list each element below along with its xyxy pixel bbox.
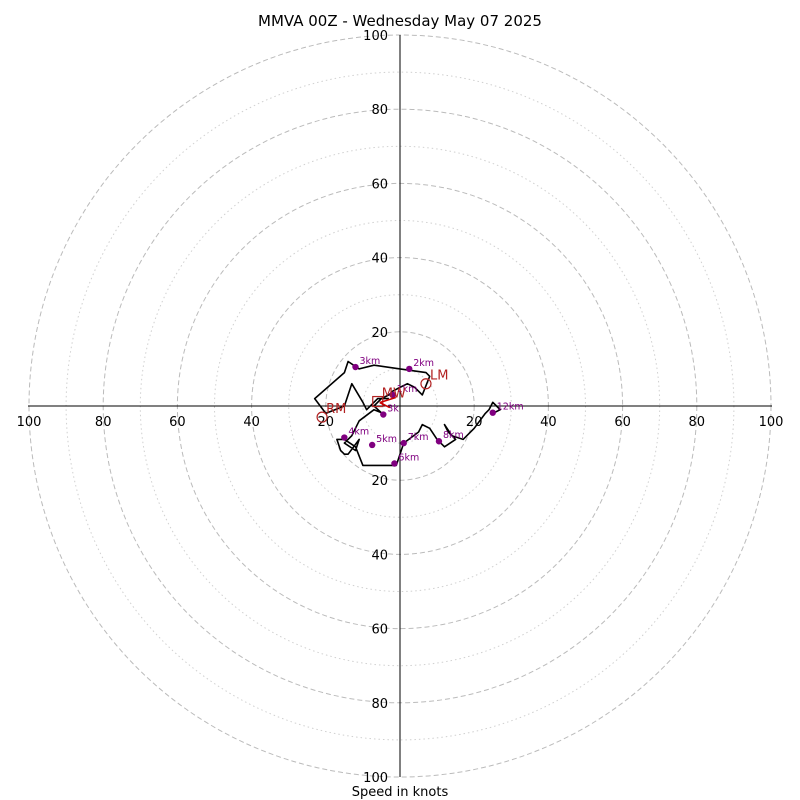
height-marker-point <box>435 438 443 445</box>
tick-label: 20 <box>466 415 483 430</box>
tick-label: 80 <box>689 415 706 430</box>
height-marker-label: 5km <box>376 434 397 445</box>
tick-label: 20 <box>318 415 335 430</box>
storm-motion-label: LM <box>430 369 448 384</box>
tick-label: 40 <box>371 548 388 563</box>
tick-label: 60 <box>371 623 388 638</box>
storm-motion-circle-marker <box>420 378 432 390</box>
tick-label: 40 <box>540 415 557 430</box>
tick-label: 100 <box>759 415 784 430</box>
mean-wind-arrow <box>379 396 396 404</box>
height-marker-point <box>341 434 348 441</box>
tick-label: 60 <box>614 415 631 430</box>
height-marker-label: 7km <box>408 432 429 443</box>
height-marker-label: 8km <box>443 430 464 441</box>
height-marker-label: 6km <box>398 453 419 464</box>
height-marker-label: 3k <box>387 404 399 415</box>
height-marker-point <box>389 391 396 399</box>
chart-title: MMVA 00Z - Wednesday May 07 2025 <box>258 12 542 30</box>
tick-label: 100 <box>17 415 42 430</box>
tick-label: 60 <box>371 177 388 192</box>
mean-wind-arrow <box>379 401 391 409</box>
height-marker-point <box>400 439 407 447</box>
tick-label: 100 <box>363 771 388 786</box>
height-marker-point <box>406 365 413 373</box>
height-marker-point <box>368 441 376 449</box>
tick-label: 40 <box>371 252 388 267</box>
tick-label: 40 <box>243 415 260 430</box>
height-marker-point <box>352 363 359 371</box>
x-axis-label: Speed in knots <box>352 785 449 800</box>
storm-motion-markers: MW LM RM <box>316 369 448 423</box>
axes <box>28 35 772 777</box>
height-marker-label: 3km <box>359 356 380 367</box>
tick-label: 100 <box>363 29 388 44</box>
tick-label: 80 <box>95 415 112 430</box>
storm-motion-label: MW <box>382 387 406 402</box>
tick-label: 80 <box>371 697 388 712</box>
tick-labels: 100 80 60 40 20 20 40 60 80 100 100 80 60 40 20 20 40 60 8… <box>17 29 784 786</box>
tick-label: 20 <box>371 326 388 341</box>
height-marker-label: 1km <box>397 384 418 395</box>
height-marker-point <box>391 460 398 467</box>
storm-motion-label: RM <box>326 402 346 417</box>
height-marker-label: 2km <box>413 358 434 369</box>
height-marker-label: 12km <box>497 402 524 413</box>
tick-label: 60 <box>169 415 186 430</box>
tick-label: 80 <box>371 103 388 118</box>
height-marker-label: 4km <box>348 427 369 438</box>
height-marker-point <box>380 411 387 418</box>
tick-label: 20 <box>371 474 388 489</box>
storm-motion-circle-marker <box>316 411 328 423</box>
height-marker-point <box>489 409 496 416</box>
